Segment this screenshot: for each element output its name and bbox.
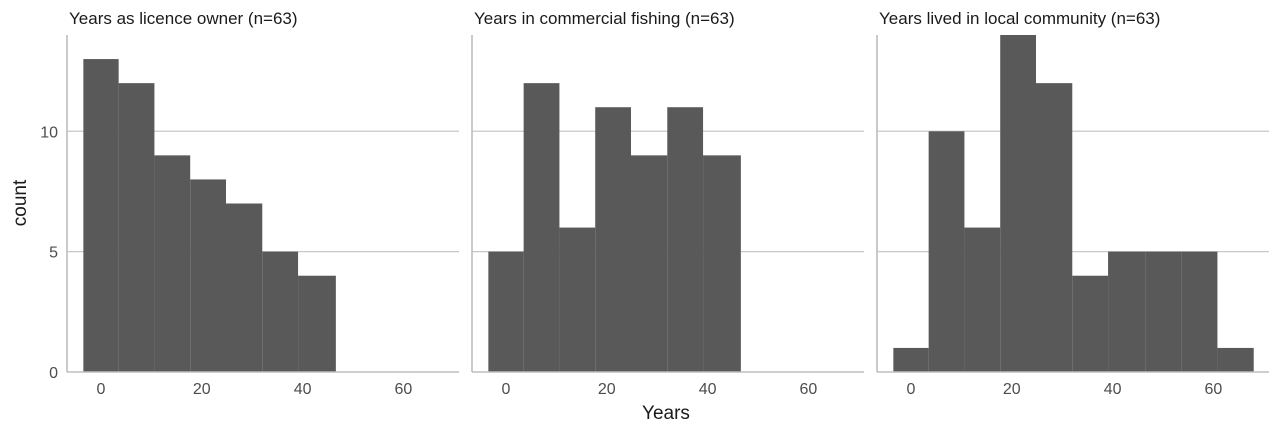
bar-1 bbox=[83, 59, 119, 372]
bar-3 bbox=[964, 227, 1001, 372]
panel-title: Years in commercial fishing (n=63) bbox=[474, 9, 735, 28]
bar-6 bbox=[667, 107, 704, 372]
bar-7 bbox=[1108, 251, 1146, 372]
bar-5 bbox=[225, 203, 263, 372]
bar-10 bbox=[1217, 347, 1254, 372]
x-tick-label: 40 bbox=[699, 381, 717, 398]
panel-title: Years as licence owner (n=63) bbox=[69, 9, 298, 28]
x-tick-label: 60 bbox=[1205, 381, 1223, 398]
x-tick-label: 0 bbox=[97, 381, 106, 398]
x-tick-label: 20 bbox=[598, 381, 616, 398]
x-tick-label: 60 bbox=[800, 381, 818, 398]
x-tick-label: 0 bbox=[502, 381, 511, 398]
bar-1 bbox=[488, 251, 524, 372]
panel-3: Years lived in local community (n=63) 0 20… bbox=[876, 9, 1269, 398]
bar-4 bbox=[1000, 35, 1036, 372]
x-tick-label: 0 bbox=[907, 381, 916, 398]
bar-3 bbox=[154, 155, 191, 372]
x-tick-label: 60 bbox=[395, 381, 413, 398]
bar-2 bbox=[523, 83, 560, 373]
y-axis-title: count bbox=[10, 179, 31, 226]
bar-4 bbox=[595, 107, 631, 372]
x-axis-title: Years bbox=[642, 403, 690, 424]
bar-7 bbox=[298, 275, 336, 372]
x-tick-label: 40 bbox=[1104, 381, 1122, 398]
y-tick-label: 10 bbox=[40, 124, 58, 141]
x-tick-label: 40 bbox=[294, 381, 312, 398]
bar-9 bbox=[1181, 251, 1218, 372]
bar-1 bbox=[893, 347, 929, 372]
panel-2: Years in commercial fishing (n=63) 0 20 40 6… bbox=[471, 9, 864, 398]
x-tick-label: 20 bbox=[193, 381, 211, 398]
bar-6 bbox=[1072, 275, 1109, 372]
y-tick-label: 0 bbox=[49, 365, 58, 382]
bar-5 bbox=[1035, 83, 1073, 373]
bar-5 bbox=[630, 155, 668, 372]
bar-2 bbox=[118, 83, 155, 373]
bar-3 bbox=[559, 227, 596, 372]
panel-title: Years lived in local community (n=63) bbox=[879, 9, 1160, 28]
bar-8 bbox=[1145, 251, 1182, 372]
bar-6 bbox=[262, 251, 299, 372]
panel-1: Years as licence owner (n=63) 0 20 40 60 bbox=[66, 9, 459, 398]
y-tick-label: 5 bbox=[49, 245, 58, 262]
bar-7 bbox=[703, 155, 741, 372]
bar-2 bbox=[928, 131, 965, 372]
x-tick-label: 20 bbox=[1003, 381, 1021, 398]
bar-4 bbox=[190, 179, 226, 372]
